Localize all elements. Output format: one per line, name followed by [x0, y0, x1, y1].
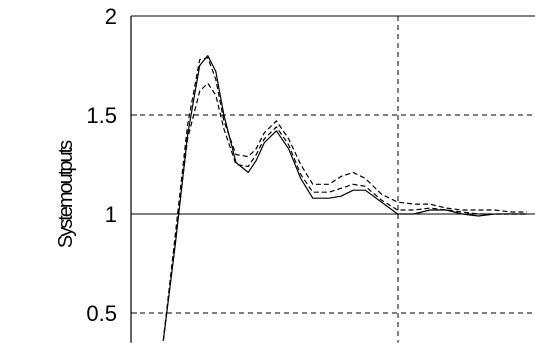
- y-tick-labels: 2 1.5 1 0.5: [86, 4, 117, 326]
- series-line-3: [162, 82, 527, 341]
- y-axis-label: Systemoutputs: [55, 140, 77, 248]
- series-line-1: [162, 54, 527, 341]
- y-tick-label: 1.5: [86, 103, 117, 128]
- axes: [130, 15, 137, 343]
- series-lines: [162, 54, 527, 341]
- grid: [131, 15, 535, 343]
- y-tick-label: 2: [105, 4, 117, 29]
- y-tick-label: 1: [105, 202, 117, 227]
- y-tick-label: 0.5: [86, 301, 117, 326]
- series-line-2: [162, 56, 527, 341]
